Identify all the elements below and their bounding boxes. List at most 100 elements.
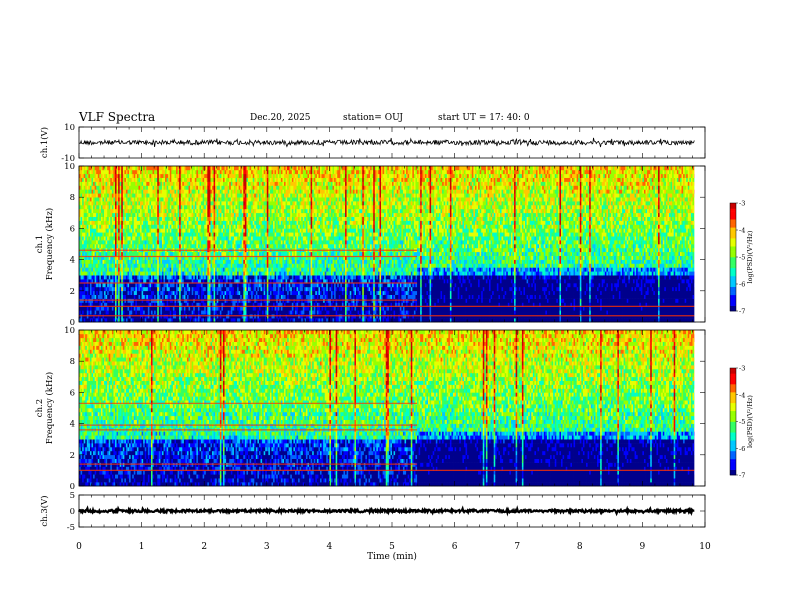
spectrogram-cell: [166, 232, 169, 237]
spectrogram-cell: [149, 306, 152, 311]
spectrogram-cell: [136, 275, 139, 280]
spectrogram-cell: [182, 232, 185, 237]
spectrogram-cell: [105, 290, 108, 295]
spectrogram-cell: [91, 294, 94, 299]
spectrogram-cell: [155, 271, 158, 276]
spectrogram-cell: [107, 220, 110, 225]
spectrogram-cell: [83, 251, 86, 256]
spectrogram-cell: [165, 169, 168, 175]
spectrogram-cell: [136, 177, 139, 182]
spectrogram-cell: [191, 279, 194, 284]
spectrogram-cell: [110, 310, 113, 315]
spectrogram-cell: [186, 212, 189, 217]
spectrogram-cell: [193, 290, 196, 295]
spectrogram-cell: [179, 197, 182, 202]
spectrogram-cell: [119, 240, 122, 245]
spectrogram-cell: [161, 286, 164, 292]
spectrogram-cell: [165, 189, 168, 194]
spectrogram-cell: [108, 169, 111, 175]
spectrogram-cell: [163, 197, 166, 202]
spectrogram-cell: [100, 279, 103, 284]
spectrogram-cell: [133, 228, 136, 233]
spectrogram-cell: [104, 290, 107, 295]
spectrogram-cell: [191, 294, 194, 299]
spectrogram-cell: [149, 283, 152, 288]
spectrogram-cell: [171, 259, 174, 264]
spectrogram-cell: [183, 283, 186, 288]
spectrogram-cell: [88, 189, 91, 194]
spectrogram-cell: [176, 255, 178, 260]
spectrogram-cell: [199, 166, 202, 171]
spectrogram-cell: [138, 205, 141, 210]
spectrogram-cell: [108, 193, 111, 198]
spectrogram-cell: [99, 290, 102, 295]
spectrogram-cell: [177, 251, 180, 256]
spectrogram-cell: [94, 271, 97, 276]
spectrogram-cell: [196, 205, 199, 210]
spectrogram-cell: [171, 240, 174, 245]
spectrogram-cell: [155, 255, 158, 260]
spectrogram-cell: [179, 181, 182, 186]
spectrogram-cell: [171, 205, 174, 210]
spectrogram-cell: [80, 267, 83, 272]
spectrogram-cell: [199, 205, 202, 210]
spectrogram-cell: [97, 205, 100, 210]
spectrogram-cell: [171, 181, 174, 186]
spectrogram-cell: [97, 169, 100, 175]
spectrogram-cell: [146, 212, 149, 217]
spectrogram-cell: [194, 306, 197, 311]
spectrogram-cell: [147, 185, 150, 190]
spectrogram-cell: [188, 232, 191, 237]
spectrogram-cell: [201, 240, 204, 245]
spectrogram-cell: [83, 240, 86, 245]
spectrogram-cell: [122, 232, 125, 237]
spectrogram-cell: [129, 212, 132, 217]
spectrogram-cell: [188, 169, 191, 175]
spectrogram-cell: [119, 181, 122, 186]
spectrogram-cell: [155, 290, 158, 295]
spectrogram-cell: [83, 275, 86, 280]
spectrogram-cell: [186, 294, 189, 299]
spectrogram-cell: [91, 201, 94, 206]
spectrogram-cell: [161, 173, 164, 178]
spectrogram-cell: [171, 263, 174, 268]
spectrogram-cell: [171, 275, 174, 280]
spectrogram-cell: [110, 224, 113, 229]
spectrogram-cell: [111, 169, 114, 175]
spectrogram-cell: [124, 189, 127, 194]
spectrogram-cell: [99, 189, 102, 194]
spectrogram-cell: [118, 205, 121, 210]
spectrogram-cell: [89, 181, 92, 186]
spectrogram-cell: [185, 302, 188, 307]
spectrogram-cell: [135, 166, 138, 171]
spectrogram-cell: [193, 232, 196, 237]
spectrogram-cell: [125, 181, 128, 186]
spectrogram-cell: [86, 169, 89, 175]
spectrogram-cell: [161, 169, 164, 175]
spectrogram-cell: [113, 290, 116, 295]
spectrogram-cell: [138, 208, 141, 214]
spectrogram-cell: [99, 286, 102, 292]
spectrogram-cell: [143, 318, 146, 323]
spectrogram-cell: [80, 181, 83, 186]
spectrogram-cell: [86, 228, 89, 233]
spectrogram-cell: [168, 189, 171, 194]
start-time-label: start UT = 17: 40: 0: [438, 113, 530, 123]
spectrogram-cell: [85, 283, 88, 288]
spectrogram-cell: [113, 193, 116, 198]
spectrogram-cell: [135, 294, 138, 299]
spectrogram-cell: [149, 224, 152, 229]
spectrogram-cell: [194, 251, 197, 256]
spectrogram-cell: [102, 169, 105, 175]
spectrogram-cell: [99, 294, 102, 299]
spectrogram-cell: [186, 310, 189, 315]
spectrogram-cell: [143, 193, 146, 198]
spectrogram-cell: [107, 185, 110, 190]
spectrogram-cell: [161, 259, 164, 264]
spectrogram-cell: [141, 173, 144, 178]
spectrogram-cell: [91, 197, 94, 202]
spectrogram-cell: [135, 177, 138, 182]
spectrogram-cell: [114, 185, 117, 190]
spectrogram-cell: [204, 259, 207, 264]
spectrogram-cell: [204, 294, 207, 299]
